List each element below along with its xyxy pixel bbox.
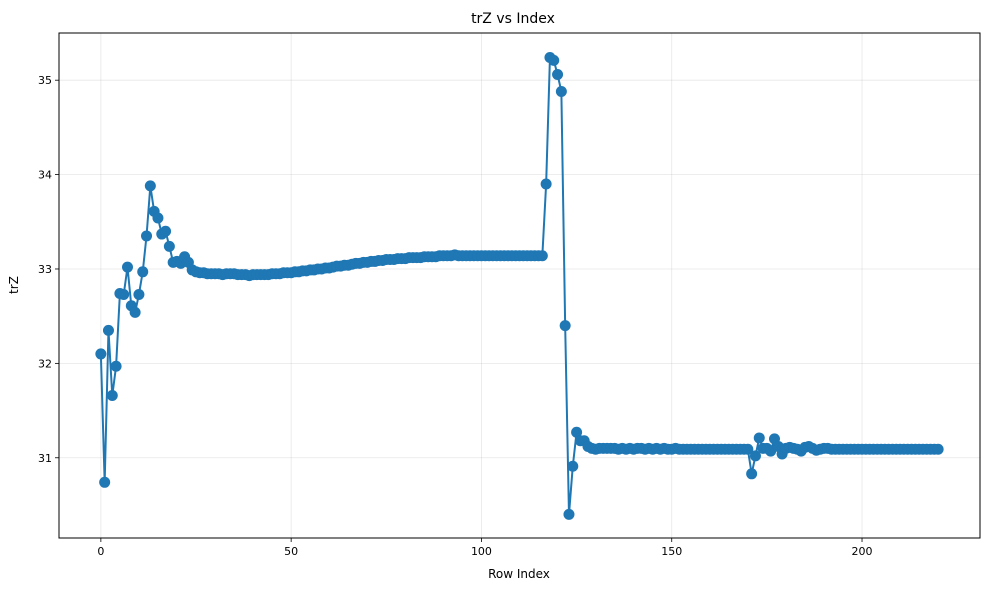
data-point (122, 261, 133, 273)
y-tick-label: 32 (38, 357, 52, 370)
x-tick-label: 0 (97, 545, 104, 558)
data-point (753, 432, 765, 444)
data-point (536, 250, 548, 262)
data-point (129, 306, 141, 318)
data-point (746, 468, 758, 480)
data-point (110, 360, 122, 372)
data-point (749, 450, 761, 462)
x-axis: 0 50 100 150 200 (97, 538, 873, 558)
y-tick-label: 31 (38, 452, 52, 465)
y-tick-label: 35 (38, 74, 52, 87)
data-points (95, 52, 944, 520)
data-point (102, 324, 114, 336)
data-point (133, 288, 145, 300)
data-point (559, 320, 571, 332)
plot-frame (58, 32, 981, 539)
data-point (163, 240, 175, 252)
data-point (555, 86, 567, 98)
data-point (160, 225, 172, 237)
data-point (141, 230, 153, 242)
data-point (567, 460, 579, 472)
y-tick-label: 34 (38, 169, 52, 182)
data-point (552, 69, 564, 81)
data-point (540, 178, 552, 190)
data-point (742, 443, 754, 455)
x-axis-label: Row Index (488, 567, 550, 581)
data-point (563, 508, 575, 520)
y-tick-label: 33 (38, 263, 52, 276)
data-point (144, 180, 156, 192)
y-axis: 31 32 33 34 35 (38, 74, 59, 465)
data-point (95, 348, 107, 360)
grid (59, 33, 980, 538)
x-tick-label: 100 (471, 545, 492, 558)
data-point (106, 389, 118, 401)
chart-title: trZ vs Index (471, 11, 555, 27)
y-axis-label: trZ (7, 276, 21, 294)
data-point (548, 54, 560, 66)
x-tick-label: 150 (661, 545, 682, 558)
data-point (932, 443, 944, 455)
data-point (152, 212, 164, 224)
data-point (118, 288, 130, 300)
data-point (99, 476, 111, 488)
data-point (571, 426, 583, 438)
data-point (137, 266, 149, 278)
x-tick-label: 50 (284, 545, 298, 558)
x-tick-label: 200 (852, 545, 873, 558)
